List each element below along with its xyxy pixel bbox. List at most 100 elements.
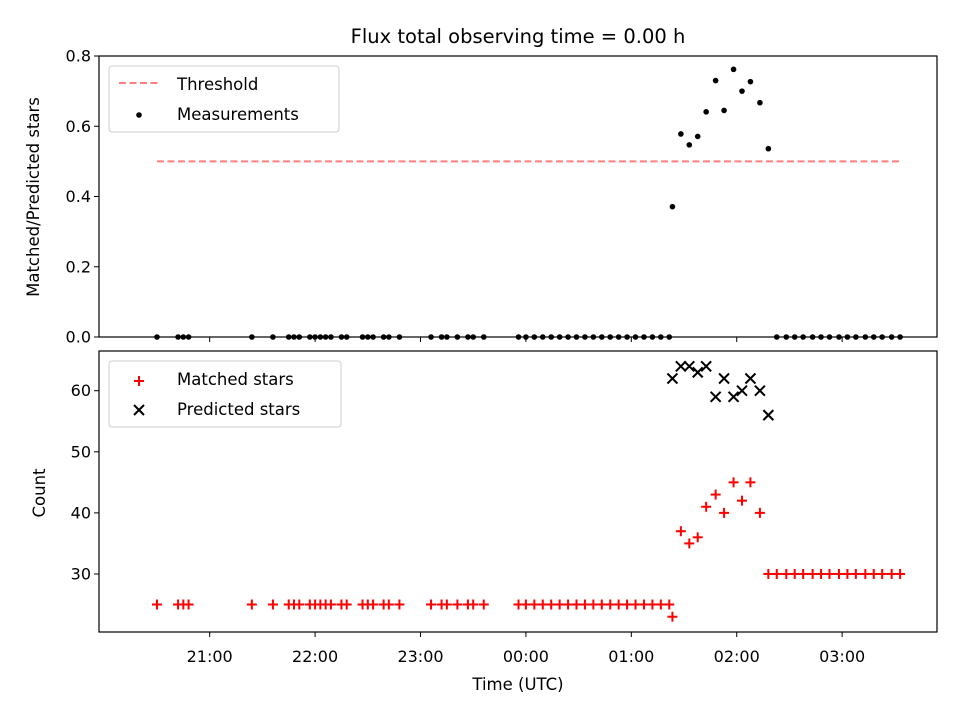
matched-star-point (807, 568, 818, 579)
ratio-y-tick-label: 0.8 (66, 47, 91, 66)
predicted-star-point (718, 372, 730, 385)
matched-star-point (368, 599, 379, 610)
matched-star-point (452, 599, 463, 610)
matched-star-point (630, 599, 641, 610)
matched-star-point (728, 477, 739, 488)
matched-star-point (781, 568, 792, 579)
predicted-star-point (727, 391, 740, 403)
measurement-point (739, 88, 745, 94)
matched-star-point (383, 599, 394, 610)
legend-matched-marker (134, 376, 144, 386)
predicted-star-point (700, 360, 712, 372)
measurement-point (686, 142, 693, 148)
ratio-legend: Threshold Measurements (108, 65, 340, 133)
predicted-x-b (675, 360, 687, 372)
matched-star-point (520, 599, 531, 610)
matched-star-point (675, 526, 686, 537)
matched-star-point (478, 599, 489, 610)
matched-star-point (868, 568, 879, 579)
matched-star-point (441, 599, 452, 610)
counts-x-ticks: 21:00 22:00 23:00 00:00 01:00 02:00 03:00 (187, 632, 865, 666)
counts-y-tick-label: 40 (71, 503, 91, 522)
counts-plot-area (151, 360, 906, 622)
matched-star-point (151, 599, 162, 610)
matched-star-point (860, 568, 871, 579)
matched-star-point (754, 507, 765, 518)
predicted-x-b (744, 372, 757, 385)
ratio-y-tick-label: 0.4 (66, 187, 91, 206)
x-tick-label: 00:00 (503, 647, 549, 666)
measurement-point (694, 133, 701, 140)
legend-matched-label: Matched stars (177, 370, 294, 389)
matched-star-point (850, 568, 861, 579)
predicted-x-b (754, 384, 766, 397)
predicted-star-point (744, 372, 757, 385)
x-tick-label: 01:00 (608, 647, 654, 666)
matched-star-point (877, 568, 888, 579)
matched-star-point (745, 477, 756, 488)
matched-star-point (563, 599, 574, 610)
matched-star-point (710, 489, 721, 500)
counts-axes-frame (98, 350, 938, 633)
counts-y-tick-label: 60 (71, 381, 91, 400)
predicted-star-point (692, 366, 704, 379)
matched-star-point (267, 599, 278, 610)
legend-predicted-marker (133, 404, 145, 416)
chart-title: Flux total observing time = 0.00 h (351, 25, 686, 48)
measurement-point (678, 131, 684, 137)
x-tick-label: 03:00 (819, 647, 865, 666)
x-tick-label: 22:00 (292, 647, 338, 666)
predicted-x-b (683, 360, 695, 372)
matched-star-point (341, 599, 352, 610)
ratio-x-ticks (209, 337, 843, 342)
matched-star-point (554, 599, 565, 610)
matched-star-point (667, 611, 678, 622)
matched-star-point (579, 599, 590, 610)
ratio-y-tick-label: 0.0 (66, 328, 91, 347)
predicted-x-b (736, 384, 748, 397)
matched-star-point (537, 599, 548, 610)
counts-y-ticks: 30 40 50 60 (71, 381, 99, 583)
matched-star-point (763, 568, 774, 579)
predicted-star-point (675, 360, 687, 372)
predicted-x-b (762, 409, 775, 421)
matched-star-point (701, 501, 712, 512)
matched-star-point (833, 568, 844, 579)
matched-star-point (824, 568, 835, 579)
measurement-point (765, 145, 772, 152)
matched-star-point (647, 599, 658, 610)
predicted-star-point (754, 384, 766, 397)
x-axis-label: Time (UTC) (471, 675, 563, 694)
matched-star-point (294, 599, 305, 610)
predicted-star-point (709, 391, 722, 403)
matched-star-point (325, 599, 336, 610)
matched-star-point (789, 568, 800, 579)
predicted-x-b (700, 360, 712, 372)
matched-star-point (605, 599, 616, 610)
matched-star-point (664, 599, 675, 610)
matched-star-point (719, 507, 730, 518)
x-tick-label: 21:00 (187, 647, 233, 666)
matched-star-point (183, 599, 194, 610)
matched-star-point (895, 568, 906, 579)
ratio-y-tick-label: 0.2 (66, 257, 91, 276)
measurement-point (712, 77, 719, 84)
matched-star-point (613, 599, 624, 610)
matched-star-point (692, 532, 703, 543)
matched-star-point (622, 599, 633, 610)
matched-star-point (588, 599, 599, 610)
matched-star-point (426, 599, 437, 610)
predicted-star-point (683, 360, 695, 372)
matched-star-point (798, 568, 809, 579)
matched-star-point (771, 568, 782, 579)
panel-ratio: 0.00.20.40.60.8 Matched/Predicted stars … (24, 47, 938, 347)
predicted-x-b (709, 391, 722, 403)
predicted-star-point (736, 384, 748, 397)
matched-star-point (684, 538, 695, 549)
measurement-point (721, 107, 727, 114)
counts-legend: Matched stars Predicted stars (108, 360, 342, 428)
measurement-point (747, 78, 754, 85)
ratio-y-axis-label: Matched/Predicted stars (24, 97, 43, 297)
matched-star-point (655, 599, 666, 610)
